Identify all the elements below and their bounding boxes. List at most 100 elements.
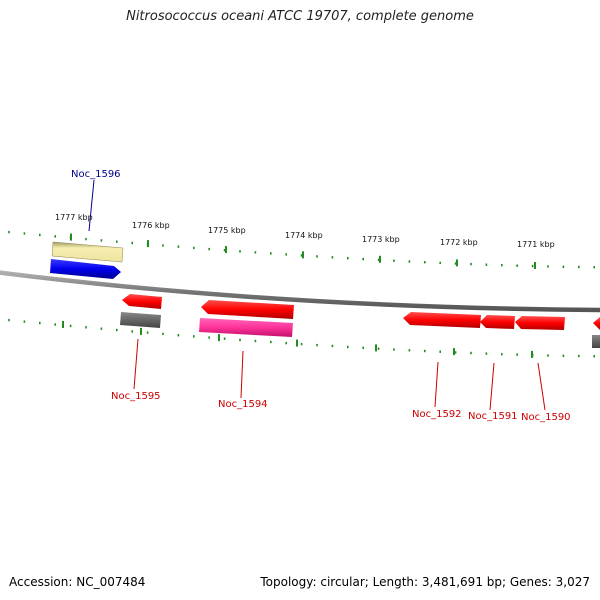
gene-leader-lines: [88, 179, 546, 411]
forward-strand-genes: [50, 241, 124, 279]
lower-track-minor-tick: [100, 327, 103, 330]
upper-track-major-tick: [456, 259, 458, 267]
upper-track-minor-tick: [54, 235, 56, 238]
lower-track-minor-tick: [270, 340, 272, 344]
lower-track-minor-tick: [300, 342, 303, 346]
gene-feature-noc1590[interactable]: [515, 316, 565, 330]
lower-track-minor-tick: [208, 336, 210, 339]
gene-feature-noc1596[interactable]: [50, 259, 121, 279]
upper-track-minor-tick: [270, 252, 272, 255]
gene-labels: Noc_1596 Noc_1595 Noc_1594 Noc_1592 Noc_…: [71, 169, 571, 423]
lower-track-major-tick: [453, 348, 455, 356]
gene-label-noc1592[interactable]: Noc_1592: [412, 409, 462, 420]
upper-track-minor-tick: [223, 249, 226, 252]
upper-track-minor-tick: [116, 240, 118, 243]
reverse-strand-genes: [120, 294, 600, 348]
lower-track-minor-tick: [362, 346, 364, 349]
gene-label-noc1594[interactable]: Noc_1594: [218, 399, 268, 410]
lower-track-minor-tick: [23, 320, 26, 323]
lower-track-minor-tick: [393, 348, 395, 351]
lower-track-minor-tick: [177, 334, 180, 337]
lower-track-minor-tick: [39, 321, 41, 325]
lower-track-major-tick: [296, 339, 298, 347]
upper-track-minor-tick: [501, 264, 503, 267]
kbp-label-1772: 1772 kbp: [440, 238, 478, 247]
upper-tick-track: [8, 230, 595, 269]
upper-track-minor-tick: [578, 265, 580, 269]
upper-track-major-tick: [379, 255, 381, 263]
lower-track-minor-tick: [424, 349, 426, 353]
gene-label-noc1596[interactable]: Noc_1596: [71, 169, 121, 180]
lower-track-minor-tick: [69, 324, 72, 328]
gene-feature-noc1595[interactable]: [122, 294, 162, 309]
upper-track-minor-tick: [316, 255, 318, 258]
gene-label-noc1590[interactable]: Noc_1590: [521, 412, 571, 423]
upper-track-minor-tick: [39, 233, 41, 237]
lower-track-minor-tick: [347, 345, 349, 349]
upper-track-minor-tick: [331, 256, 334, 259]
upper-track-minor-tick: [85, 237, 87, 241]
lower-track-major-tick: [218, 334, 220, 342]
lower-track-minor-tick: [8, 318, 10, 322]
upper-track-minor-tick: [8, 230, 10, 234]
lower-track-major-tick: [140, 327, 142, 335]
gene-label-noc1595[interactable]: Noc_1595: [111, 391, 161, 402]
upper-track-major-tick: [70, 233, 72, 241]
lower-track-minor-tick: [408, 349, 411, 352]
gene-feature-rna[interactable]: [199, 318, 293, 337]
upper-track-minor-tick: [470, 262, 472, 266]
lower-track-major-tick: [62, 321, 64, 328]
upper-track-minor-tick: [162, 244, 164, 247]
lower-track-minor-tick: [377, 347, 380, 350]
upper-track-major-tick: [147, 240, 149, 248]
upper-track-minor-tick: [208, 247, 210, 251]
genome-title: Nitrosococcus oceani ATCC 19707, complet…: [126, 9, 474, 24]
upper-track-minor-tick: [347, 257, 349, 260]
lower-track-minor-tick: [547, 354, 549, 357]
upper-track-minor-tick: [424, 261, 426, 264]
upper-track-minor-tick: [239, 250, 241, 253]
scale-labels: 1777 kbp 1776 kbp 1775 kbp 1774 kbp 1773…: [55, 213, 555, 249]
kbp-label-1771: 1771 kbp: [517, 240, 555, 249]
upper-track-minor-tick: [377, 258, 380, 262]
upper-track-minor-tick: [362, 257, 364, 261]
upper-track-minor-tick: [300, 254, 303, 257]
lower-track-minor-tick: [239, 338, 241, 342]
upper-track-minor-tick: [193, 246, 195, 250]
lower-track-minor-tick: [578, 354, 580, 358]
upper-track-minor-tick: [285, 253, 287, 256]
upper-track-minor-tick: [439, 261, 441, 265]
kbp-label-1774: 1774 kbp: [285, 231, 323, 240]
upper-track-minor-tick: [100, 239, 103, 242]
gene-feature-pseudo[interactable]: [51, 241, 124, 263]
gene-feature-noc1592[interactable]: [403, 312, 481, 328]
upper-track-major-tick: [302, 251, 304, 259]
lower-track-minor-tick: [562, 354, 565, 357]
kbp-label-1775: 1775 kbp: [208, 226, 246, 235]
lower-track-minor-tick: [131, 330, 133, 333]
gene-feature-noc1591[interactable]: [480, 315, 515, 329]
lower-track-minor-tick: [439, 350, 441, 353]
gene-feature-edge-red[interactable]: [593, 317, 600, 330]
gene-label-noc1591[interactable]: Noc_1591: [468, 411, 518, 422]
upper-track-minor-tick: [408, 260, 411, 263]
gene-feature-noc1594[interactable]: [201, 300, 294, 319]
upper-track-minor-tick: [393, 259, 395, 262]
lower-tick-track: [8, 318, 595, 358]
kbp-label-1777: 1777 kbp: [55, 213, 93, 222]
lower-track-minor-tick: [316, 343, 318, 347]
accession-label: Accession: NC_007484: [9, 575, 146, 589]
lower-track-minor-tick: [516, 353, 518, 356]
genome-summary-label: Topology: circular; Length: 3,481,691 bp…: [260, 575, 590, 589]
lower-track-major-tick: [531, 350, 533, 358]
upper-track-minor-tick: [531, 264, 534, 268]
lower-track-minor-tick: [54, 323, 56, 326]
lower-track-minor-tick: [254, 339, 257, 343]
gene-feature-gray-2[interactable]: [592, 335, 600, 348]
lower-track-minor-tick: [501, 353, 503, 356]
gene-feature-gray-1[interactable]: [120, 312, 161, 328]
lower-track-minor-tick: [470, 351, 472, 355]
upper-track-major-tick: [534, 262, 536, 269]
lower-track-minor-tick: [193, 335, 195, 338]
